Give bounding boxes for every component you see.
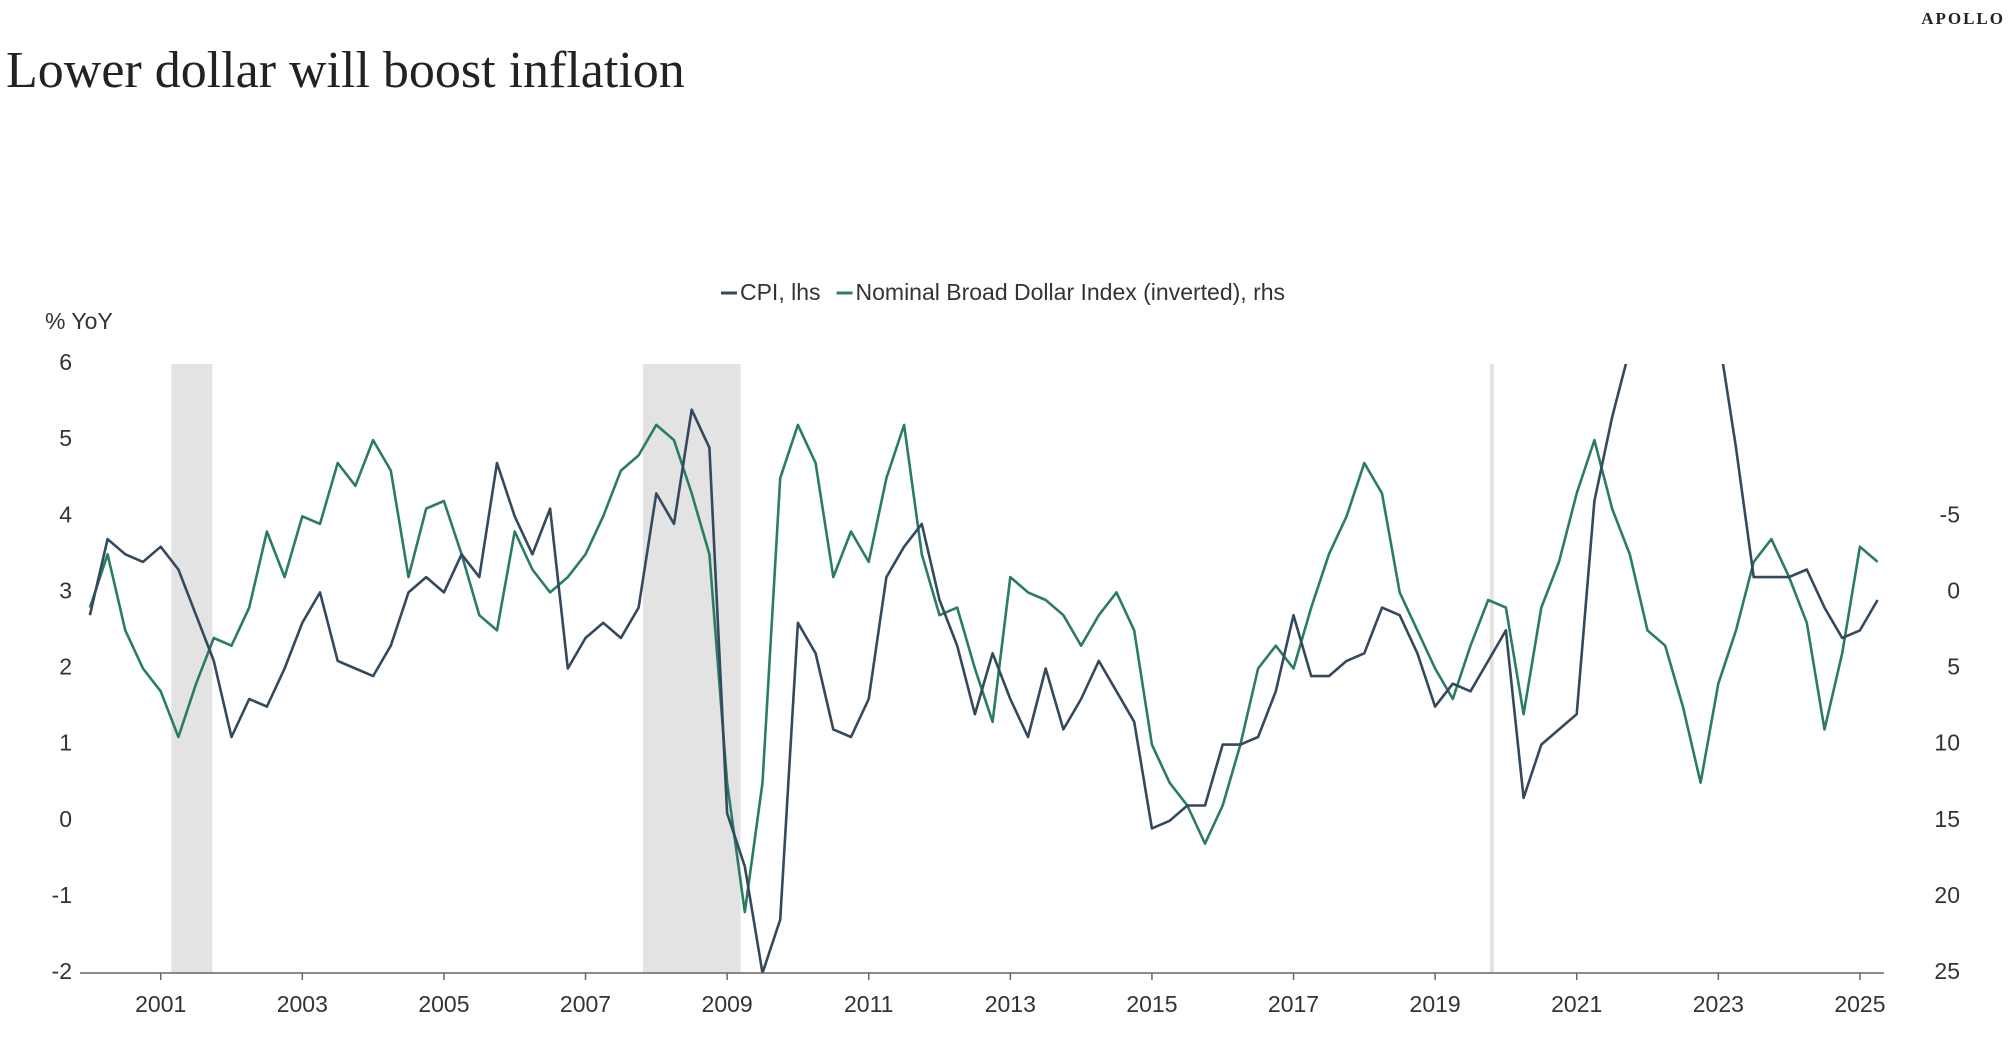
y2-tick-label: 20 xyxy=(1934,882,1960,908)
brand: APOLLO xyxy=(1921,9,2005,28)
x-tick-label: 2015 xyxy=(1126,991,1177,1017)
y-tick-label: 3 xyxy=(59,577,72,603)
x-tick-label: 2017 xyxy=(1268,991,1319,1017)
legend-label: Nominal Broad Dollar Index (inverted), r… xyxy=(856,279,1286,305)
legend-label: CPI, lhs xyxy=(740,279,821,305)
y-tick-label: -2 xyxy=(52,958,72,984)
y-tick-label: 2 xyxy=(59,654,72,680)
recession-band xyxy=(171,364,213,973)
y-tick-label: 4 xyxy=(59,501,72,527)
series-line xyxy=(88,423,1879,914)
plot xyxy=(88,364,1879,973)
recession-band xyxy=(642,364,741,973)
y2-tick-label: 10 xyxy=(1934,730,1960,756)
y2-tick-label: 0 xyxy=(1947,577,1960,603)
x-tick-label: 2005 xyxy=(418,991,469,1017)
series-line xyxy=(88,364,1879,973)
x-tick-label: 2023 xyxy=(1693,991,1744,1017)
x-tick-label: 2003 xyxy=(277,991,328,1017)
x-tick-label: 2013 xyxy=(985,991,1036,1017)
y2-tick-label: 5 xyxy=(1947,654,1960,680)
y-tick-label: 1 xyxy=(59,730,72,756)
x-tick-label: 2007 xyxy=(560,991,611,1017)
y-tick-label: 0 xyxy=(59,806,72,832)
y-tick-label: 5 xyxy=(59,425,72,451)
recessions xyxy=(171,364,1494,973)
y-tick-label: -1 xyxy=(52,882,72,908)
recession-band xyxy=(1489,364,1494,973)
legend: CPI, lhs Nominal Broad Dollar Index (inve… xyxy=(720,279,1286,305)
x-tick-label: 2001 xyxy=(135,991,186,1017)
chart-title: Lower dollar will boost inflation xyxy=(6,42,685,99)
y-axis-label: % YoY xyxy=(45,308,113,334)
x-tick-label: 2019 xyxy=(1410,991,1461,1017)
y2-tick-label: 15 xyxy=(1934,806,1960,832)
x-tick-label: 2009 xyxy=(702,991,753,1017)
x-tick-label: 2025 xyxy=(1834,991,1885,1017)
y-tick-label: 6 xyxy=(59,349,72,375)
y2-tick-label: 25 xyxy=(1934,958,1960,984)
x-tick-label: 2011 xyxy=(844,991,893,1017)
x-tick-label: 2021 xyxy=(1551,991,1602,1017)
y2-tick-label: -5 xyxy=(1940,501,1960,527)
